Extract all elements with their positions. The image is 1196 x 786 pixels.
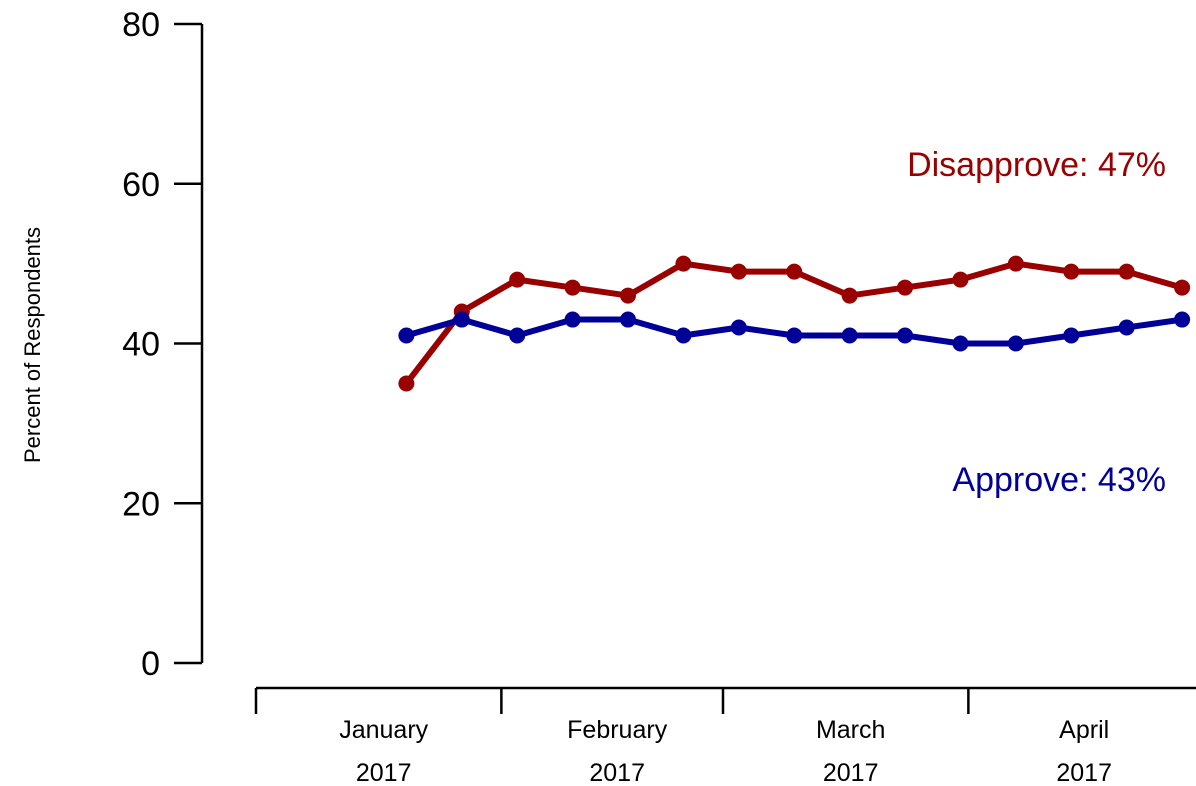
disapprove-point [897, 279, 914, 296]
disapprove-point [1063, 263, 1080, 280]
disapprove-point [509, 271, 526, 288]
disapprove-point [398, 375, 415, 392]
approve-point [1063, 327, 1080, 344]
disapprove-point [675, 255, 692, 272]
approve-point [897, 327, 914, 344]
approve-point [1118, 319, 1135, 336]
x-tick-label-year: 2017 [356, 759, 412, 786]
y-tick-label: 60 [122, 166, 160, 204]
disapprove-series-label: Disapprove: 47% [907, 146, 1166, 184]
approve-point [730, 319, 747, 336]
x-tick-label-year: 2017 [589, 759, 645, 786]
approve-point [453, 311, 470, 328]
disapprove-point [841, 287, 858, 304]
approve-series-label: Approve: 43% [952, 461, 1166, 499]
disapprove-point [730, 263, 747, 280]
y-axis-label: Percent of Respondents [20, 227, 45, 463]
y-axis: 0 20 40 60 80 [122, 6, 204, 683]
disapprove-point [1118, 263, 1135, 280]
approve-point [509, 327, 526, 344]
disapprove-point [1007, 255, 1024, 272]
x-tick-label-month: January [339, 716, 428, 744]
approve-point [952, 335, 969, 352]
disapprove-point [564, 279, 581, 296]
approve-point [1174, 311, 1191, 328]
disapprove-series [398, 255, 1191, 392]
x-tick-label-year: 2017 [823, 759, 879, 786]
approve-series [398, 311, 1191, 352]
y-tick-label: 40 [122, 326, 160, 364]
disapprove-point [1174, 279, 1191, 296]
y-tick-label: 80 [122, 6, 160, 44]
approve-point [675, 327, 692, 344]
approve-point [1007, 335, 1024, 352]
x-tick-label-month: April [1059, 716, 1109, 744]
approve-point [786, 327, 803, 344]
approve-point [620, 311, 637, 328]
disapprove-point [620, 287, 637, 304]
approve-point [841, 327, 858, 344]
x-tick-label-month: March [816, 716, 885, 744]
disapprove-point [786, 263, 803, 280]
approve-point [564, 311, 581, 328]
x-axis: January 2017 February 2017 March 2017 April 201… [254, 686, 1196, 786]
y-tick-label: 0 [141, 645, 160, 683]
y-tick-label: 20 [122, 485, 160, 523]
series-layer [398, 255, 1191, 392]
approve-point [398, 327, 415, 344]
x-tick-label-year: 2017 [1056, 759, 1112, 786]
disapprove-point [952, 271, 969, 288]
x-tick-label-month: February [567, 716, 668, 744]
